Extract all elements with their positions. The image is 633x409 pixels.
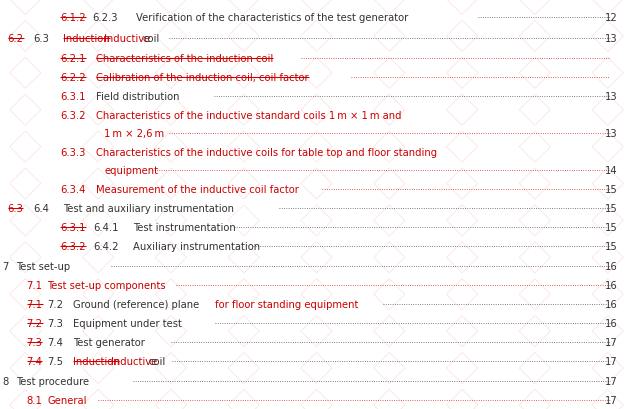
Text: 6.3.1: 6.3.1: [60, 223, 85, 233]
Text: 12: 12: [605, 13, 617, 23]
Text: 7.3: 7.3: [47, 318, 63, 328]
Text: 15: 15: [605, 204, 617, 213]
Text: Induction: Induction: [73, 356, 120, 366]
Text: 7.1: 7.1: [27, 281, 42, 290]
Text: Characteristics of the inductive coils for table top and floor standing: Characteristics of the inductive coils f…: [96, 148, 437, 157]
Text: 7.4: 7.4: [27, 356, 42, 366]
Text: Equipment under test: Equipment under test: [73, 318, 182, 328]
Text: Inductive: Inductive: [104, 34, 151, 44]
Text: 1 m × 2,6 m: 1 m × 2,6 m: [104, 129, 165, 139]
Text: General: General: [47, 395, 87, 405]
Text: Field distribution: Field distribution: [96, 92, 180, 102]
Text: 17: 17: [605, 337, 617, 347]
Text: 8.1: 8.1: [27, 395, 42, 405]
Text: 6.2.1: 6.2.1: [60, 54, 85, 63]
Text: Characteristics of the induction coil: Characteristics of the induction coil: [96, 54, 273, 63]
Text: 17: 17: [605, 356, 617, 366]
Text: 6.4: 6.4: [33, 204, 49, 213]
Text: coil: coil: [142, 34, 160, 44]
Text: 14: 14: [605, 166, 617, 176]
Text: for floor standing equipment: for floor standing equipment: [215, 299, 359, 309]
Text: Test instrumentation: Test instrumentation: [133, 223, 235, 233]
Text: coil: coil: [149, 356, 166, 366]
Text: 6.1.2: 6.1.2: [60, 13, 85, 23]
Text: 6.3.3: 6.3.3: [60, 148, 85, 157]
Text: 17: 17: [605, 376, 617, 386]
Text: 13: 13: [605, 92, 617, 102]
Text: 13: 13: [605, 129, 617, 139]
Text: 15: 15: [605, 184, 617, 194]
Text: 15: 15: [605, 223, 617, 233]
Text: Induction: Induction: [63, 34, 110, 44]
Text: 6.3.2: 6.3.2: [60, 110, 85, 120]
Text: 7.5: 7.5: [47, 356, 63, 366]
Text: 16: 16: [605, 299, 617, 309]
Text: Verification of the characteristics of the test generator: Verification of the characteristics of t…: [136, 13, 408, 23]
Text: 7.1: 7.1: [27, 299, 42, 309]
Text: 6.2.3: 6.2.3: [92, 13, 117, 23]
Text: 8: 8: [2, 376, 8, 386]
Text: 7.2: 7.2: [47, 299, 63, 309]
Text: 16: 16: [605, 262, 617, 272]
Text: 6.3.4: 6.3.4: [60, 184, 85, 194]
Text: 17: 17: [605, 395, 617, 405]
Text: Ground (reference) plane: Ground (reference) plane: [73, 299, 199, 309]
Text: Test generator: Test generator: [73, 337, 145, 347]
Text: Auxiliary instrumentation: Auxiliary instrumentation: [133, 242, 260, 252]
Text: 7: 7: [2, 262, 8, 272]
Text: 6.3: 6.3: [8, 204, 23, 213]
Text: Calibration of the induction coil, coil factor: Calibration of the induction coil, coil …: [96, 73, 309, 83]
Text: 6.4.1: 6.4.1: [94, 223, 119, 233]
Text: Measurement of the inductive coil factor: Measurement of the inductive coil factor: [96, 184, 299, 194]
Text: 7.2: 7.2: [27, 318, 42, 328]
Text: Test set-up components: Test set-up components: [47, 281, 166, 290]
Text: equipment: equipment: [104, 166, 158, 176]
Text: 6.3: 6.3: [33, 34, 49, 44]
Text: 7.3: 7.3: [27, 337, 42, 347]
Text: Characteristics of the inductive standard coils 1 m × 1 m and: Characteristics of the inductive standar…: [96, 110, 402, 120]
Text: Test and auxiliary instrumentation: Test and auxiliary instrumentation: [63, 204, 234, 213]
Text: 6.3.2: 6.3.2: [60, 242, 85, 252]
Text: 6.3.1: 6.3.1: [60, 92, 85, 102]
Text: 13: 13: [605, 34, 617, 44]
Text: 6.2: 6.2: [8, 34, 23, 44]
Text: Test set-up: Test set-up: [16, 262, 70, 272]
Text: 15: 15: [605, 242, 617, 252]
Text: Test procedure: Test procedure: [16, 376, 89, 386]
Text: 6.2.2: 6.2.2: [60, 73, 85, 83]
Text: Inductive: Inductive: [111, 356, 157, 366]
Text: 16: 16: [605, 318, 617, 328]
Text: 16: 16: [605, 281, 617, 290]
Text: 6.4.2: 6.4.2: [94, 242, 119, 252]
Text: 7.4: 7.4: [47, 337, 63, 347]
